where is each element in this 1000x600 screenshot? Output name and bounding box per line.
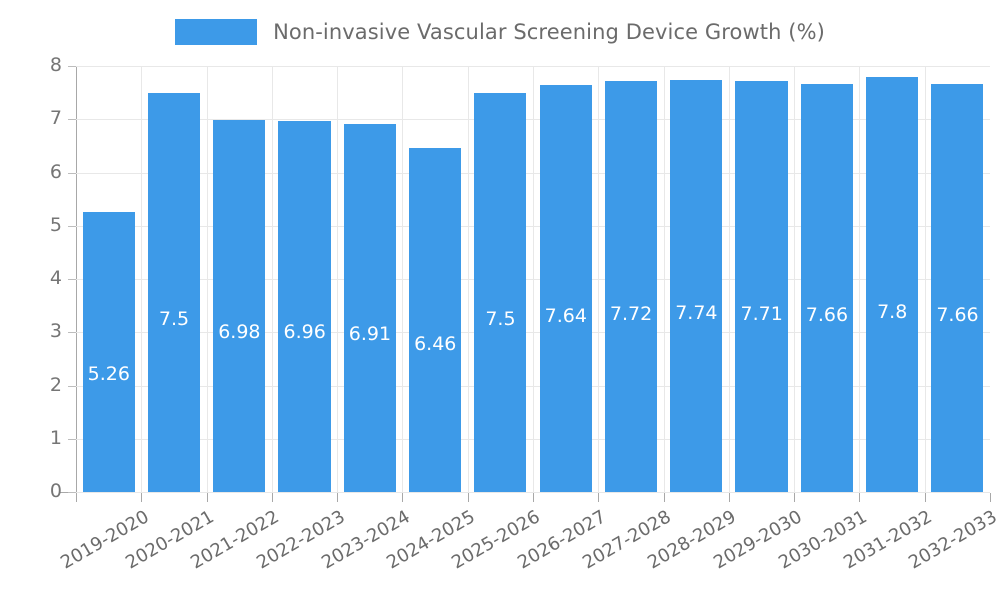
y-axis-tick-label: 4 (49, 267, 62, 289)
plot-area: 5.26 7.5 6.98 6.96 6.91 6.46 7.5 7.64 7.72 7.74 7.… (76, 66, 990, 492)
x-tick-mark (468, 493, 469, 502)
bar[interactable] (343, 124, 396, 492)
x-tick-mark (141, 493, 142, 502)
bar[interactable] (474, 92, 527, 492)
bar-value-label: 7.8 (877, 301, 908, 324)
gridline-vertical (729, 66, 730, 492)
y-tick-mark (68, 385, 76, 387)
gridline-vertical (925, 66, 926, 492)
y-tick-mark (68, 172, 76, 174)
x-tick-mark (598, 493, 599, 502)
y-axis-tick-label: 0 (49, 480, 62, 502)
y-tick-mark (68, 279, 76, 280)
y-axis-tick-label: 8 (49, 54, 62, 76)
bar[interactable] (865, 76, 919, 492)
y-axis-tick-label: 2 (49, 373, 62, 396)
x-tick-mark (925, 493, 926, 502)
bar-value-label: 6.46 (414, 333, 457, 356)
gridline-vertical (141, 66, 142, 492)
bar-value-label: 6.96 (283, 321, 326, 344)
gridline-vertical (533, 66, 534, 492)
x-tick-mark (272, 493, 273, 502)
x-tick-mark (729, 493, 730, 502)
y-axis-tick-label: 7 (49, 107, 62, 130)
y-tick-mark (68, 66, 76, 67)
bar-value-label: 7.66 (805, 304, 849, 327)
bar[interactable] (604, 80, 658, 492)
bar-value-label: 6.98 (218, 320, 261, 343)
bar-value-label: 7.5 (158, 308, 190, 331)
legend-label: Non-invasive Vascular Screening Device G… (273, 20, 825, 44)
gridline-horizontal (76, 492, 990, 493)
bar-value-label: 6.91 (348, 322, 392, 345)
y-axis-tick-label: 5 (49, 213, 62, 236)
x-tick-mark (533, 493, 534, 502)
bar[interactable] (670, 79, 723, 492)
y-axis-tick-label: 1 (49, 426, 62, 449)
legend-color-swatch (175, 19, 258, 45)
x-tick-mark (76, 493, 77, 502)
y-tick-mark (68, 119, 76, 121)
y-tick-mark (68, 225, 76, 227)
gridline-vertical (468, 66, 469, 492)
bar[interactable] (82, 211, 135, 492)
gridline-vertical (272, 66, 273, 492)
x-tick-mark (990, 493, 991, 502)
gridline-vertical (598, 66, 599, 492)
gridline-vertical (664, 66, 665, 492)
bar[interactable] (147, 92, 201, 492)
x-tick-mark (664, 493, 665, 502)
chart-legend: Non-invasive Vascular Screening Device G… (0, 14, 1000, 50)
bar[interactable] (213, 120, 266, 492)
bar-value-label: 7.71 (740, 303, 783, 326)
x-tick-mark (859, 493, 860, 502)
gridline-vertical (794, 66, 795, 492)
bar-value-label: 7.72 (609, 302, 653, 325)
x-tick-mark (794, 493, 795, 502)
bar[interactable] (931, 84, 984, 492)
bar[interactable] (800, 84, 853, 492)
x-tick-mark (207, 493, 208, 502)
gridline-vertical (207, 66, 208, 492)
bar-value-label: 7.64 (544, 304, 587, 327)
bar[interactable] (278, 121, 331, 492)
bar[interactable] (539, 85, 592, 492)
bar[interactable] (735, 81, 788, 492)
bar-value-label: 7.74 (675, 302, 718, 325)
bar-value-label: 7.5 (485, 308, 516, 331)
gridline-vertical (402, 66, 403, 492)
y-tick-mark (68, 332, 76, 334)
y-tick-mark (68, 492, 76, 493)
y-axis-tick-label: 6 (49, 160, 62, 183)
bar-value-label: 7.66 (936, 304, 979, 327)
bar-value-label: 5.26 (87, 362, 130, 385)
x-tick-mark (337, 493, 338, 502)
y-tick-mark (68, 438, 76, 440)
bar[interactable] (408, 148, 462, 492)
gridline-vertical (337, 66, 338, 492)
gridline-vertical (859, 66, 860, 492)
x-tick-mark (402, 493, 403, 502)
y-axis-tick-label: 3 (49, 320, 62, 343)
